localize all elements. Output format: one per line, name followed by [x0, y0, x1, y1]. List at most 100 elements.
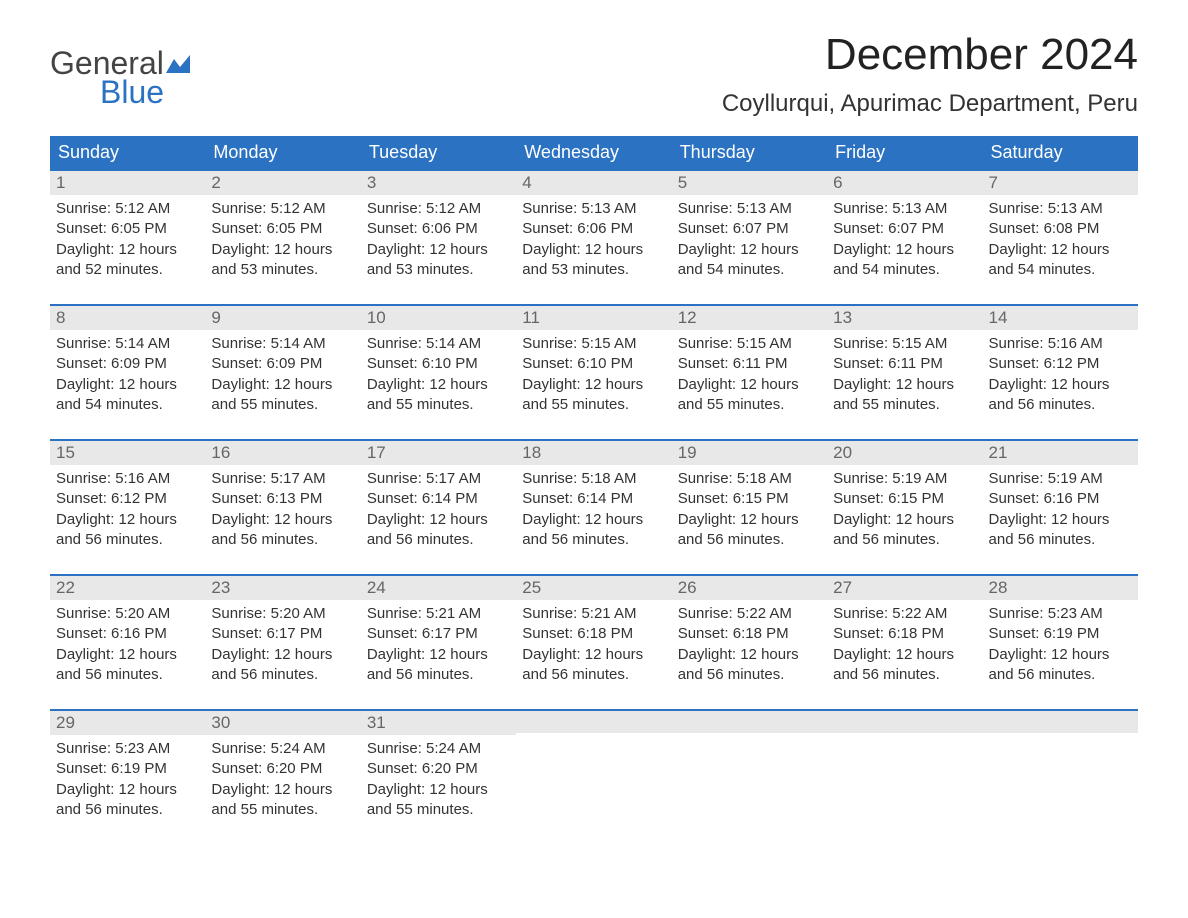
day-cell: 31Sunrise: 5:24 AMSunset: 6:20 PMDayligh… — [361, 709, 516, 844]
daylight-line-1: Daylight: 12 hours — [522, 510, 665, 530]
sunset-line: Sunset: 6:13 PM — [211, 489, 354, 509]
sunrise-line: Sunrise: 5:13 AM — [989, 199, 1132, 219]
daylight-line-2: and 55 minutes. — [211, 800, 354, 820]
day-number: 13 — [833, 308, 852, 327]
sunset-line: Sunset: 6:18 PM — [522, 624, 665, 644]
day-content: Sunrise: 5:13 AMSunset: 6:06 PMDaylight:… — [516, 195, 671, 304]
day-number: 28 — [989, 578, 1008, 597]
day-cell: 29Sunrise: 5:23 AMSunset: 6:19 PMDayligh… — [50, 709, 205, 844]
daylight-line-2: and 53 minutes. — [522, 260, 665, 280]
daylight-line-1: Daylight: 12 hours — [211, 375, 354, 395]
day-cell: 7Sunrise: 5:13 AMSunset: 6:08 PMDaylight… — [983, 169, 1138, 304]
empty-day-number-row — [516, 709, 671, 733]
daylight-line-2: and 56 minutes. — [56, 800, 199, 820]
sunset-line: Sunset: 6:20 PM — [367, 759, 510, 779]
daylight-line-2: and 53 minutes. — [367, 260, 510, 280]
day-number: 24 — [367, 578, 386, 597]
empty-day-content — [827, 733, 982, 761]
daylight-line-2: and 56 minutes. — [989, 530, 1132, 550]
sunset-line: Sunset: 6:10 PM — [367, 354, 510, 374]
daylight-line-1: Daylight: 12 hours — [367, 645, 510, 665]
sunrise-line: Sunrise: 5:20 AM — [211, 604, 354, 624]
day-number: 17 — [367, 443, 386, 462]
daylight-line-1: Daylight: 12 hours — [522, 240, 665, 260]
daylight-line-2: and 56 minutes. — [367, 530, 510, 550]
daylight-line-2: and 54 minutes. — [833, 260, 976, 280]
day-number: 18 — [522, 443, 541, 462]
day-number-row: 27 — [827, 574, 982, 600]
day-content: Sunrise: 5:13 AMSunset: 6:07 PMDaylight:… — [827, 195, 982, 304]
day-number-row: 6 — [827, 169, 982, 195]
daylight-line-2: and 54 minutes. — [989, 260, 1132, 280]
sunrise-line: Sunrise: 5:14 AM — [211, 334, 354, 354]
day-content: Sunrise: 5:23 AMSunset: 6:19 PMDaylight:… — [50, 735, 205, 844]
daylight-line-2: and 55 minutes. — [211, 395, 354, 415]
sunset-line: Sunset: 6:10 PM — [522, 354, 665, 374]
day-content: Sunrise: 5:20 AMSunset: 6:17 PMDaylight:… — [205, 600, 360, 709]
day-number-row: 10 — [361, 304, 516, 330]
sunset-line: Sunset: 6:09 PM — [211, 354, 354, 374]
sunset-line: Sunset: 6:11 PM — [833, 354, 976, 374]
day-number-row: 5 — [672, 169, 827, 195]
sunrise-line: Sunrise: 5:20 AM — [56, 604, 199, 624]
page-header: General Blue December 2024 Coyllurqui, A… — [50, 30, 1138, 128]
day-content: Sunrise: 5:17 AMSunset: 6:13 PMDaylight:… — [205, 465, 360, 574]
daylight-line-1: Daylight: 12 hours — [833, 375, 976, 395]
daylight-line-1: Daylight: 12 hours — [367, 780, 510, 800]
sunset-line: Sunset: 6:16 PM — [56, 624, 199, 644]
sunrise-line: Sunrise: 5:22 AM — [678, 604, 821, 624]
day-number-row: 2 — [205, 169, 360, 195]
sunset-line: Sunset: 6:19 PM — [56, 759, 199, 779]
day-cell: 1Sunrise: 5:12 AMSunset: 6:05 PMDaylight… — [50, 169, 205, 304]
logo: General Blue — [50, 45, 190, 111]
sunset-line: Sunset: 6:06 PM — [522, 219, 665, 239]
daylight-line-2: and 56 minutes. — [367, 665, 510, 685]
daylight-line-1: Daylight: 12 hours — [367, 375, 510, 395]
day-cell: 27Sunrise: 5:22 AMSunset: 6:18 PMDayligh… — [827, 574, 982, 709]
day-content: Sunrise: 5:20 AMSunset: 6:16 PMDaylight:… — [50, 600, 205, 709]
sunset-line: Sunset: 6:05 PM — [56, 219, 199, 239]
daylight-line-1: Daylight: 12 hours — [56, 780, 199, 800]
day-number: 27 — [833, 578, 852, 597]
daylight-line-1: Daylight: 12 hours — [989, 510, 1132, 530]
day-cell — [516, 709, 671, 844]
sunset-line: Sunset: 6:14 PM — [367, 489, 510, 509]
calendar-body: 1Sunrise: 5:12 AMSunset: 6:05 PMDaylight… — [50, 169, 1138, 844]
daylight-line-2: and 52 minutes. — [56, 260, 199, 280]
sunrise-line: Sunrise: 5:12 AM — [56, 199, 199, 219]
calendar-table: Sunday Monday Tuesday Wednesday Thursday… — [50, 136, 1138, 844]
daylight-line-1: Daylight: 12 hours — [211, 645, 354, 665]
day-content: Sunrise: 5:17 AMSunset: 6:14 PMDaylight:… — [361, 465, 516, 574]
day-cell: 26Sunrise: 5:22 AMSunset: 6:18 PMDayligh… — [672, 574, 827, 709]
sunset-line: Sunset: 6:17 PM — [211, 624, 354, 644]
day-content: Sunrise: 5:23 AMSunset: 6:19 PMDaylight:… — [983, 600, 1138, 709]
day-number-row: 19 — [672, 439, 827, 465]
day-number: 6 — [833, 173, 842, 192]
sunset-line: Sunset: 6:14 PM — [522, 489, 665, 509]
logo-flag-icon — [166, 55, 190, 73]
daylight-line-1: Daylight: 12 hours — [367, 510, 510, 530]
day-number: 4 — [522, 173, 531, 192]
day-number-row: 24 — [361, 574, 516, 600]
day-content: Sunrise: 5:16 AMSunset: 6:12 PMDaylight:… — [50, 465, 205, 574]
day-content: Sunrise: 5:15 AMSunset: 6:11 PMDaylight:… — [827, 330, 982, 439]
day-cell: 3Sunrise: 5:12 AMSunset: 6:06 PMDaylight… — [361, 169, 516, 304]
logo-text-blue: Blue — [100, 74, 164, 111]
sunrise-line: Sunrise: 5:17 AM — [367, 469, 510, 489]
day-number-row: 15 — [50, 439, 205, 465]
day-number: 1 — [56, 173, 65, 192]
daylight-line-1: Daylight: 12 hours — [989, 240, 1132, 260]
day-cell: 25Sunrise: 5:21 AMSunset: 6:18 PMDayligh… — [516, 574, 671, 709]
empty-day-content — [672, 733, 827, 761]
empty-day-number-row — [983, 709, 1138, 733]
daylight-line-2: and 55 minutes. — [678, 395, 821, 415]
sunset-line: Sunset: 6:07 PM — [833, 219, 976, 239]
sunrise-line: Sunrise: 5:16 AM — [56, 469, 199, 489]
day-number: 23 — [211, 578, 230, 597]
day-content: Sunrise: 5:12 AMSunset: 6:05 PMDaylight:… — [205, 195, 360, 304]
day-content: Sunrise: 5:24 AMSunset: 6:20 PMDaylight:… — [361, 735, 516, 844]
daylight-line-2: and 56 minutes. — [833, 665, 976, 685]
week-row: 1Sunrise: 5:12 AMSunset: 6:05 PMDaylight… — [50, 169, 1138, 304]
daylight-line-1: Daylight: 12 hours — [678, 645, 821, 665]
sunset-line: Sunset: 6:11 PM — [678, 354, 821, 374]
